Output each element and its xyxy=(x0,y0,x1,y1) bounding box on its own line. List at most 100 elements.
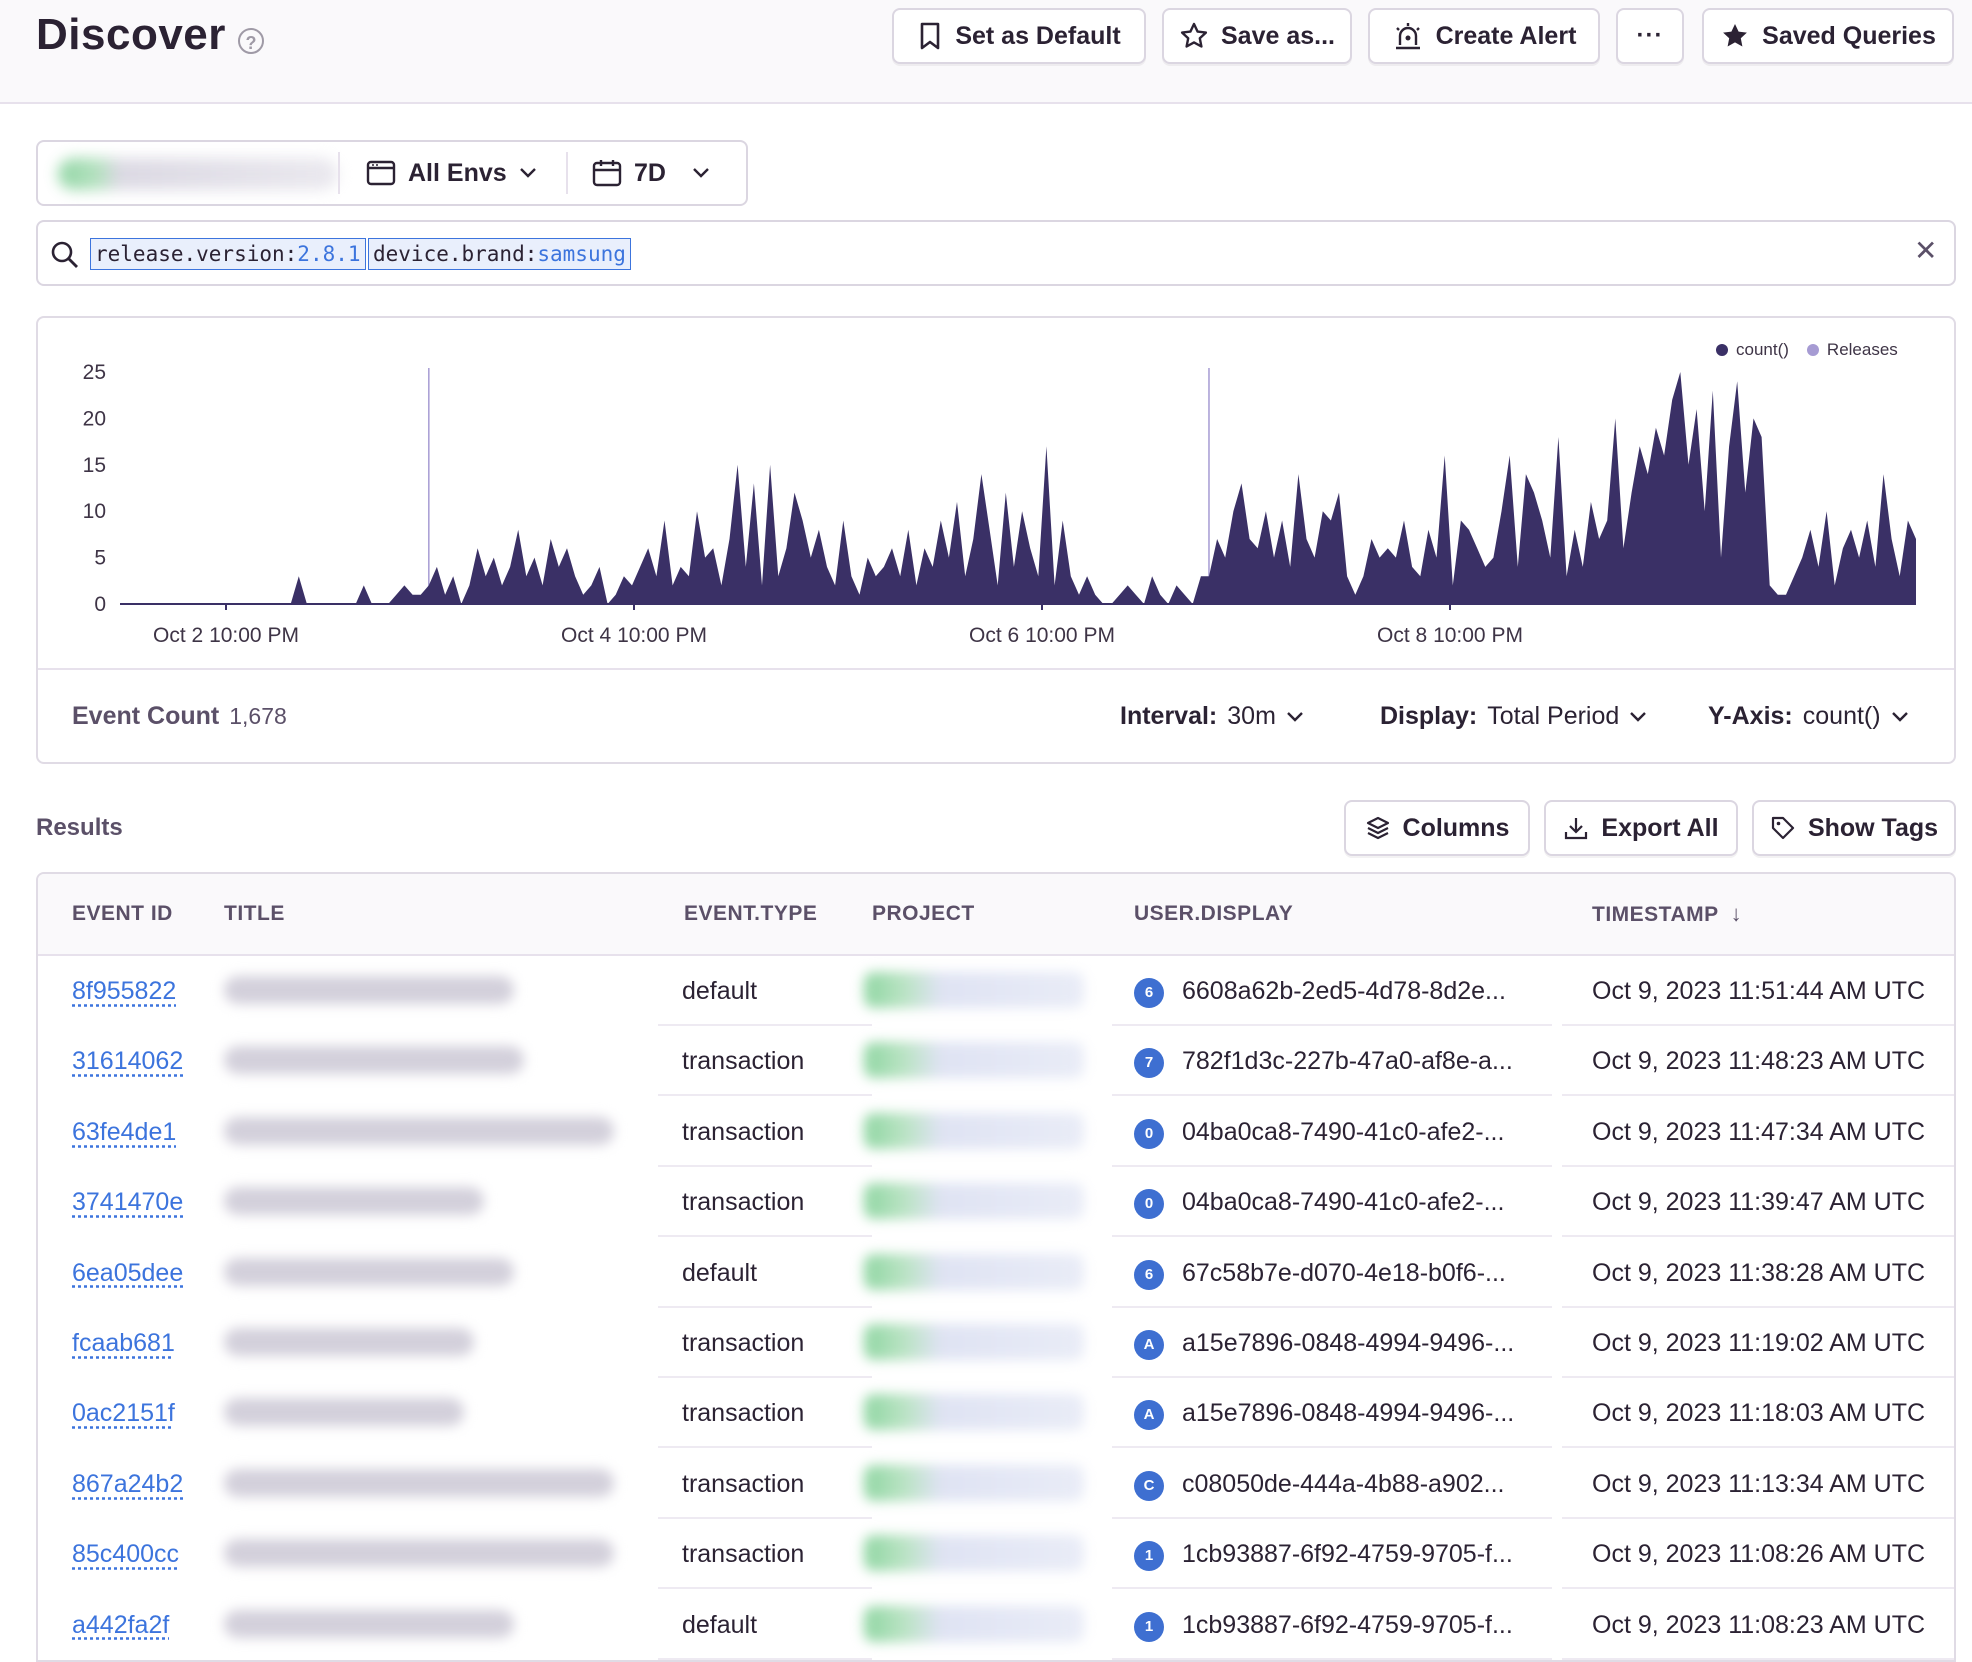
column-header-project[interactable]: PROJECT xyxy=(872,874,975,954)
x-tick-label: Oct 2 10:00 PM xyxy=(153,624,299,647)
user-avatar: 0 xyxy=(1134,1189,1164,1219)
event-type-cell[interactable]: transaction xyxy=(682,1519,804,1589)
project-redacted[interactable] xyxy=(864,1113,1084,1149)
interval-selector[interactable]: Interval: 30m xyxy=(1120,702,1304,731)
event-type-cell[interactable]: default xyxy=(682,1238,757,1308)
title-redacted[interactable] xyxy=(224,1539,614,1567)
timestamp-cell[interactable]: Oct 9, 2023 11:08:26 AM UTC xyxy=(1592,1519,1925,1589)
saved-queries-button[interactable]: Saved Queries xyxy=(1702,8,1954,64)
project-redacted[interactable] xyxy=(864,1465,1084,1501)
column-header-title[interactable]: TITLE xyxy=(224,874,285,954)
page-filter-bar: All Envs 7D xyxy=(36,140,748,206)
user-display-cell[interactable]: a15e7896-0848-4994-9496-... xyxy=(1182,1378,1514,1448)
set-as-default-button[interactable]: Set as Default xyxy=(892,8,1146,64)
timestamp-cell[interactable]: Oct 9, 2023 11:48:23 AM UTC xyxy=(1592,1026,1925,1096)
timestamp-cell[interactable]: Oct 9, 2023 11:39:47 AM UTC xyxy=(1592,1167,1925,1237)
timestamp-cell[interactable]: Oct 9, 2023 11:38:28 AM UTC xyxy=(1592,1238,1925,1308)
project-redacted[interactable] xyxy=(864,1535,1084,1571)
title-redacted[interactable] xyxy=(224,1258,514,1286)
timestamp-cell[interactable]: Oct 9, 2023 11:19:02 AM UTC xyxy=(1592,1308,1925,1378)
create-alert-button[interactable]: Create Alert xyxy=(1368,8,1600,64)
page-title: Discover xyxy=(36,10,226,60)
column-header-event-type[interactable]: EVENT.TYPE xyxy=(684,874,817,954)
project-redacted[interactable] xyxy=(864,1606,1084,1642)
user-display-cell[interactable]: 782f1d3c-227b-47a0-af8e-a... xyxy=(1182,1026,1513,1096)
user-display-cell[interactable]: 1cb93887-6f92-4759-9705-f... xyxy=(1182,1590,1513,1660)
event-type-cell[interactable]: transaction xyxy=(682,1378,804,1448)
column-header-timestamp[interactable]: TIMESTAMP ↓ xyxy=(1592,874,1742,954)
event-type-cell[interactable]: transaction xyxy=(682,1308,804,1378)
column-header-user-display[interactable]: USER.DISPLAY xyxy=(1134,874,1293,954)
date-range-selector[interactable]: 7D xyxy=(592,142,742,204)
timestamp-cell[interactable]: Oct 9, 2023 11:18:03 AM UTC xyxy=(1592,1378,1925,1448)
project-redacted[interactable] xyxy=(864,1324,1084,1360)
user-display-cell[interactable]: 67c58b7e-d070-4e18-b0f6-... xyxy=(1182,1238,1506,1308)
clear-search-icon[interactable]: ✕ xyxy=(1914,234,1937,267)
event-id-link[interactable]: a442fa2f xyxy=(72,1590,169,1660)
title-redacted[interactable] xyxy=(224,976,514,1004)
user-display-cell[interactable]: 04ba0ca8-7490-41c0-afe2-... xyxy=(1182,1167,1504,1237)
filter-divider xyxy=(566,152,568,194)
search-token-device-brand[interactable]: device.brand:samsung xyxy=(368,238,631,270)
y-axis-selector[interactable]: Y-Axis: count() xyxy=(1708,702,1909,731)
user-display-cell[interactable]: 1cb93887-6f92-4759-9705-f... xyxy=(1182,1519,1513,1589)
user-avatar: 1 xyxy=(1134,1541,1164,1571)
title-redacted[interactable] xyxy=(224,1328,474,1356)
timestamp-cell[interactable]: Oct 9, 2023 11:08:23 AM UTC xyxy=(1592,1590,1925,1660)
project-redacted[interactable] xyxy=(864,1394,1084,1430)
search-token-release-version[interactable]: release.version:2.8.1 xyxy=(90,238,366,270)
column-header-event-id[interactable]: EVENT ID xyxy=(72,874,173,954)
event-type-cell[interactable]: transaction xyxy=(682,1167,804,1237)
event-id-link[interactable]: 867a24b2 xyxy=(72,1449,183,1519)
event-id-link[interactable]: 63fe4de1 xyxy=(72,1097,176,1167)
timestamp-cell[interactable]: Oct 9, 2023 11:47:34 AM UTC xyxy=(1592,1097,1925,1167)
event-type-cell[interactable]: transaction xyxy=(682,1449,804,1519)
title-redacted[interactable] xyxy=(224,1398,464,1426)
user-display-cell[interactable]: 04ba0ca8-7490-41c0-afe2-... xyxy=(1182,1097,1504,1167)
title-redacted[interactable] xyxy=(224,1469,614,1497)
title-redacted[interactable] xyxy=(224,1610,514,1638)
display-selector[interactable]: Display: Total Period xyxy=(1380,702,1647,731)
event-id-link[interactable]: fcaab681 xyxy=(72,1308,175,1378)
y-tick-label: 15 xyxy=(83,454,106,477)
project-redacted[interactable] xyxy=(864,1042,1084,1078)
project-redacted[interactable] xyxy=(864,1183,1084,1219)
title-redacted[interactable] xyxy=(224,1117,614,1145)
y-axis-value: count() xyxy=(1803,702,1881,731)
search-query-input[interactable]: release.version:2.8.1 device.brand:samsu… xyxy=(36,220,1956,286)
count-series-area[interactable] xyxy=(120,372,1916,604)
save-as-button[interactable]: Save as... xyxy=(1162,8,1352,64)
event-type-cell[interactable]: default xyxy=(682,1590,757,1660)
title-redacted[interactable] xyxy=(224,1187,484,1215)
event-count-value: 1,678 xyxy=(229,703,287,730)
event-id-link[interactable]: 6ea05dee xyxy=(72,1238,183,1308)
event-id-link[interactable]: 3741470e xyxy=(72,1167,183,1237)
export-all-button[interactable]: Export All xyxy=(1544,800,1738,856)
event-id-link[interactable]: 31614062 xyxy=(72,1026,183,1096)
show-tags-label: Show Tags xyxy=(1808,814,1938,843)
event-id-link[interactable]: 8f955822 xyxy=(72,956,176,1026)
results-heading: Results xyxy=(36,814,123,842)
user-display-cell[interactable]: c08050de-444a-4b88-a902... xyxy=(1182,1449,1505,1519)
event-id-link[interactable]: 0ac2151f xyxy=(72,1378,175,1448)
user-display-cell[interactable]: 6608a62b-2ed5-4d78-8d2e... xyxy=(1182,956,1506,1026)
user-display-cell[interactable]: a15e7896-0848-4994-9496-... xyxy=(1182,1308,1514,1378)
help-icon[interactable]: ? xyxy=(238,28,264,54)
event-id-link[interactable]: 85c400cc xyxy=(72,1519,179,1589)
event-type-cell[interactable]: default xyxy=(682,956,757,1026)
project-redacted[interactable] xyxy=(864,1254,1084,1290)
more-actions-button[interactable]: ··· xyxy=(1616,8,1684,64)
timestamp-cell[interactable]: Oct 9, 2023 11:51:44 AM UTC xyxy=(1592,956,1925,1026)
event-count-chart[interactable]: 25 20 15 10 5 0 Oct 2 10:00 PM Oct 4 10:00 PM Oc… xyxy=(38,318,1954,664)
columns-button[interactable]: Columns xyxy=(1344,800,1530,856)
event-type-cell[interactable]: transaction xyxy=(682,1026,804,1096)
event-type-cell[interactable]: transaction xyxy=(682,1097,804,1167)
environment-label: All Envs xyxy=(408,159,507,188)
project-redacted[interactable] xyxy=(864,972,1084,1008)
title-redacted[interactable] xyxy=(224,1046,524,1074)
environment-selector[interactable]: All Envs xyxy=(366,142,576,204)
show-tags-button[interactable]: Show Tags xyxy=(1752,800,1956,856)
project-selector[interactable] xyxy=(38,142,338,204)
timestamp-cell[interactable]: Oct 9, 2023 11:13:34 AM UTC xyxy=(1592,1449,1925,1519)
star-filled-icon xyxy=(1720,21,1750,51)
